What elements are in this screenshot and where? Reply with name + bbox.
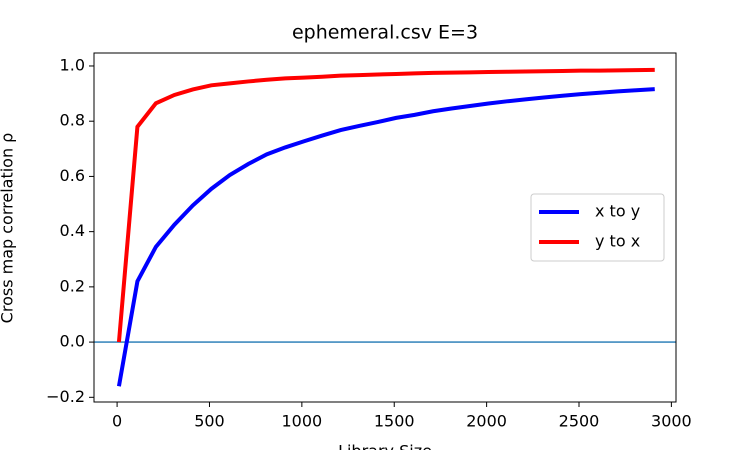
x-axis-label: Library Size — [338, 442, 432, 450]
x-tick-label: 3000 — [651, 412, 692, 431]
x-tick-label: 0 — [112, 412, 122, 431]
y-tick-label: 0.4 — [60, 221, 85, 240]
series-line — [116, 67, 655, 343]
x-tick-label: 2000 — [466, 412, 507, 431]
plot-frame — [93, 52, 677, 403]
x-tick-label: 2500 — [559, 412, 600, 431]
x-tick-label: 500 — [194, 412, 225, 431]
legend-label: y to x — [595, 232, 640, 251]
y-tick-label: 0.0 — [60, 332, 85, 351]
chart-title: ephemeral.csv E=3 — [292, 22, 478, 44]
legend-label: x to y — [595, 202, 640, 221]
series-line — [116, 87, 655, 387]
y-tick-label: 0.2 — [60, 276, 85, 295]
y-tick-label: 0.8 — [60, 111, 85, 130]
y-tick-label: 0.6 — [60, 166, 85, 185]
x-tick-label: 1500 — [374, 412, 415, 431]
y-tick-label: −0.2 — [46, 387, 85, 406]
x-tick-label: 1000 — [281, 412, 322, 431]
y-tick-label: 1.0 — [60, 55, 85, 74]
y-axis-label: Cross map correlation ρ — [0, 133, 17, 324]
